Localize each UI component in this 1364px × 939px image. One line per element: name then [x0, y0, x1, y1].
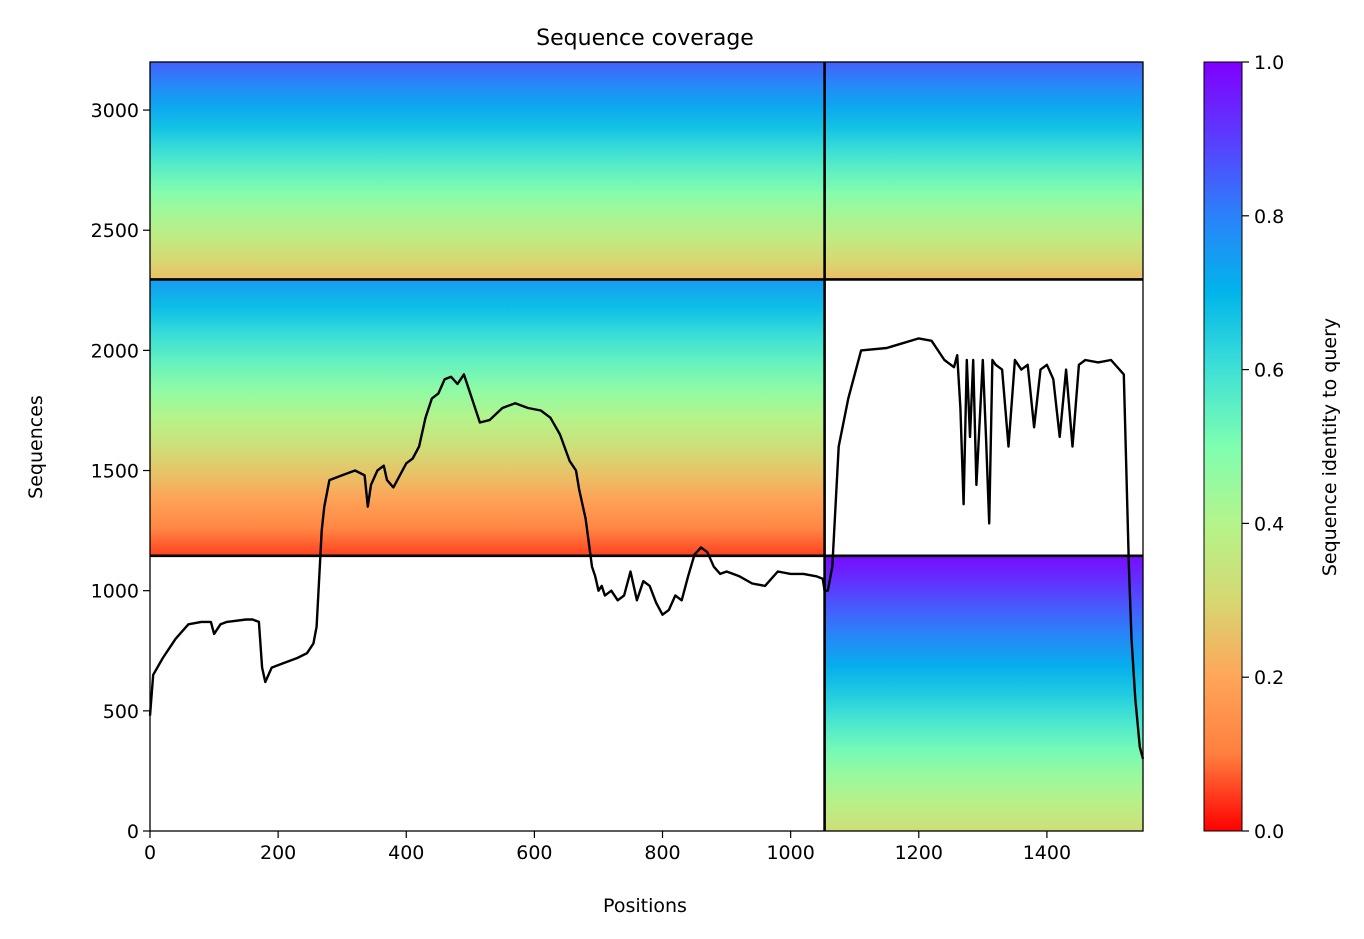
- y-tick-label: 500: [103, 701, 139, 723]
- heatmap-block: [824, 555, 1143, 831]
- x-tick-label: 600: [516, 842, 552, 864]
- y-axis-label: Sequences: [25, 395, 47, 499]
- heatmap-block: [150, 279, 825, 556]
- colorbar-tick-label: 0.8: [1254, 206, 1284, 228]
- y-tick-label: 1000: [91, 581, 139, 603]
- x-tick-label: 200: [260, 842, 296, 864]
- colorbar: [1203, 61, 1243, 832]
- y-axis-ticks: 0 500 1000 1500 2000 2500 3000: [91, 100, 150, 843]
- heatmap-blocks: [150, 62, 1143, 831]
- y-tick-label: 3000: [91, 100, 139, 122]
- heatmap-block: [150, 62, 825, 280]
- colorbar-tick-label: 0.2: [1254, 667, 1284, 689]
- x-axis-ticks: 0 200 400 600 800 1000 1200 1400: [144, 831, 1071, 864]
- coverage-line-layer: [148, 337, 1145, 760]
- colorbar-label: Sequence identity to query: [1319, 318, 1341, 576]
- x-tick-label: 800: [644, 842, 680, 864]
- x-axis-label: Positions: [603, 895, 687, 917]
- x-tick-label: 1000: [766, 842, 814, 864]
- heatmap-block: [824, 62, 1143, 280]
- colorbar-ticks: 0.0 0.2 0.4 0.6 0.8 1.0: [1242, 52, 1284, 843]
- x-tick-label: 1200: [895, 842, 943, 864]
- colorbar-tick-label: 0.0: [1254, 821, 1284, 843]
- y-tick-label: 2000: [91, 340, 139, 362]
- y-tick-label: 0: [127, 821, 139, 843]
- x-tick-label: 400: [388, 842, 424, 864]
- block-dividers: [150, 62, 1143, 831]
- plot-frame: [149, 61, 1144, 832]
- y-tick-label: 1500: [91, 461, 139, 483]
- x-tick-label: 1400: [1023, 842, 1071, 864]
- y-tick-label: 2500: [91, 220, 139, 242]
- colorbar-tick-label: 1.0: [1254, 52, 1284, 74]
- coverage-line: [148, 337, 1145, 760]
- chart-title: Sequence coverage: [536, 26, 754, 51]
- colorbar-tick-label: 0.4: [1254, 513, 1284, 535]
- x-tick-label: 0: [144, 842, 156, 864]
- colorbar-tick-label: 0.6: [1254, 360, 1284, 382]
